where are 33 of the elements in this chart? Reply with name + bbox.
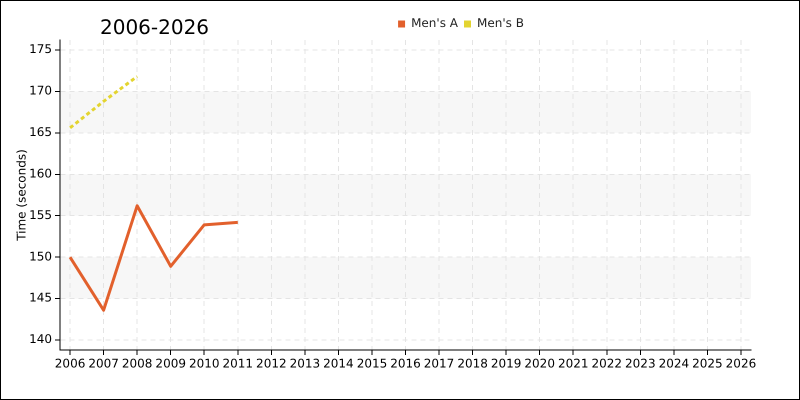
x-tick-label: 2020 xyxy=(524,356,555,370)
x-tick-label: 2008 xyxy=(122,356,152,370)
x-tick-label: 2006 xyxy=(54,356,86,370)
x-tick-label: 2016 xyxy=(390,356,421,370)
x-tick-label: 2011 xyxy=(222,356,254,370)
y-tick-label: 165 xyxy=(29,124,52,139)
x-tick-label: 2025 xyxy=(692,356,723,370)
x-tick-label: 2019 xyxy=(490,356,522,370)
legend-label: Men's B xyxy=(476,16,524,30)
x-tick-label: 2023 xyxy=(625,356,656,370)
x-tick-label: 2015 xyxy=(356,356,388,370)
x-tick-label: 2010 xyxy=(188,356,220,370)
y-tick-label: 150 xyxy=(29,249,52,264)
x-tick-label: 2021 xyxy=(558,356,588,370)
x-tick-label: 2018 xyxy=(457,356,488,370)
y-tick-label: 170 xyxy=(29,84,52,98)
y-tick-label: 145 xyxy=(29,290,52,305)
x-tick-label: 2024 xyxy=(658,356,690,370)
y-tick-label: 160 xyxy=(29,166,52,180)
legend-label: Men's A xyxy=(411,16,459,30)
x-tick-label: 2014 xyxy=(323,356,354,370)
x-tick-label: 2007 xyxy=(88,356,119,370)
x-tick-label: 2012 xyxy=(256,356,287,370)
y-tick-label: 140 xyxy=(29,332,52,346)
x-tick-label: 2026 xyxy=(726,356,756,370)
x-tick-label: 2017 xyxy=(424,356,454,370)
y-axis-title: Time (seconds) xyxy=(14,149,28,242)
y-tick-label: 155 xyxy=(29,208,52,222)
x-tick-label: 2013 xyxy=(290,356,320,370)
x-tick-label: 2009 xyxy=(155,356,186,370)
y-tick-label: 175 xyxy=(29,42,52,56)
x-tick-label: 2022 xyxy=(591,356,622,370)
chart-title: 2006-2026 xyxy=(100,15,210,40)
